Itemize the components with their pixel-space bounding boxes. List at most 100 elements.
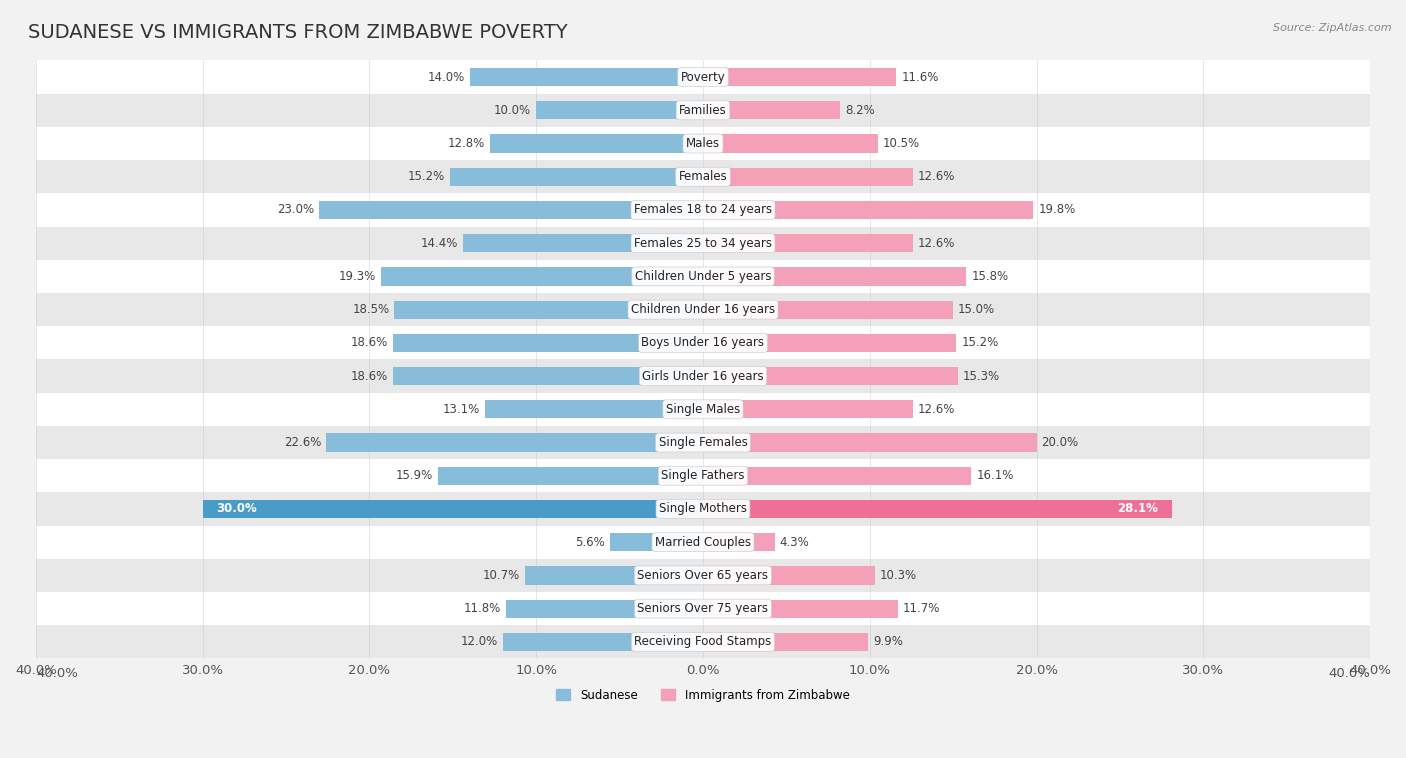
Text: 16.1%: 16.1% bbox=[977, 469, 1014, 482]
Bar bbox=[506, 600, 703, 618]
Bar bbox=[3, 493, 1403, 525]
Text: 11.8%: 11.8% bbox=[464, 602, 501, 615]
Text: SUDANESE VS IMMIGRANTS FROM ZIMBABWE POVERTY: SUDANESE VS IMMIGRANTS FROM ZIMBABWE POV… bbox=[28, 23, 568, 42]
Bar bbox=[437, 467, 703, 485]
Text: Seniors Over 75 years: Seniors Over 75 years bbox=[637, 602, 769, 615]
Text: Single Mothers: Single Mothers bbox=[659, 503, 747, 515]
Bar bbox=[703, 434, 1036, 452]
Text: Poverty: Poverty bbox=[681, 70, 725, 83]
Text: 14.0%: 14.0% bbox=[427, 70, 464, 83]
Bar bbox=[703, 168, 912, 186]
Bar bbox=[202, 500, 703, 518]
Bar bbox=[3, 193, 1403, 227]
Bar bbox=[703, 566, 875, 584]
Bar bbox=[3, 426, 1403, 459]
Bar bbox=[524, 566, 703, 584]
Bar bbox=[3, 127, 1403, 160]
Bar bbox=[703, 467, 972, 485]
Text: 12.6%: 12.6% bbox=[918, 171, 956, 183]
Text: Seniors Over 65 years: Seniors Over 65 years bbox=[637, 569, 769, 582]
Text: 20.0%: 20.0% bbox=[1042, 436, 1078, 449]
Text: 18.5%: 18.5% bbox=[353, 303, 389, 316]
Text: Single Males: Single Males bbox=[666, 402, 740, 416]
Text: Boys Under 16 years: Boys Under 16 years bbox=[641, 337, 765, 349]
Text: Married Couples: Married Couples bbox=[655, 536, 751, 549]
Bar bbox=[703, 400, 912, 418]
Bar bbox=[3, 94, 1403, 127]
Text: 9.9%: 9.9% bbox=[873, 635, 903, 648]
Text: 23.0%: 23.0% bbox=[277, 203, 315, 217]
Text: 40.0%: 40.0% bbox=[37, 667, 77, 680]
Text: 28.1%: 28.1% bbox=[1118, 503, 1159, 515]
Text: 5.6%: 5.6% bbox=[575, 536, 605, 549]
Bar bbox=[3, 160, 1403, 193]
Text: Children Under 5 years: Children Under 5 years bbox=[634, 270, 772, 283]
Bar bbox=[392, 334, 703, 352]
Text: Females 18 to 24 years: Females 18 to 24 years bbox=[634, 203, 772, 217]
Text: 12.0%: 12.0% bbox=[461, 635, 498, 648]
Text: 12.8%: 12.8% bbox=[447, 137, 485, 150]
Text: Source: ZipAtlas.com: Source: ZipAtlas.com bbox=[1274, 23, 1392, 33]
Bar bbox=[3, 559, 1403, 592]
Bar bbox=[703, 268, 966, 286]
Text: 4.3%: 4.3% bbox=[780, 536, 810, 549]
Text: 18.6%: 18.6% bbox=[350, 337, 388, 349]
Bar bbox=[392, 367, 703, 385]
Text: 11.6%: 11.6% bbox=[901, 70, 939, 83]
Text: 10.7%: 10.7% bbox=[482, 569, 520, 582]
Text: 13.1%: 13.1% bbox=[443, 402, 479, 416]
Bar bbox=[703, 334, 956, 352]
Text: 12.6%: 12.6% bbox=[918, 402, 956, 416]
Bar bbox=[703, 300, 953, 319]
Bar bbox=[536, 101, 703, 120]
Bar bbox=[703, 367, 957, 385]
Text: 15.3%: 15.3% bbox=[963, 370, 1000, 383]
Bar bbox=[703, 633, 868, 651]
Text: 19.3%: 19.3% bbox=[339, 270, 377, 283]
Text: Females 25 to 34 years: Females 25 to 34 years bbox=[634, 236, 772, 249]
Text: Children Under 16 years: Children Under 16 years bbox=[631, 303, 775, 316]
Text: 30.0%: 30.0% bbox=[217, 503, 257, 515]
Bar bbox=[470, 68, 703, 86]
Text: 8.2%: 8.2% bbox=[845, 104, 875, 117]
Bar bbox=[703, 68, 897, 86]
Bar bbox=[703, 234, 912, 252]
Text: Single Females: Single Females bbox=[658, 436, 748, 449]
Bar bbox=[450, 168, 703, 186]
Bar bbox=[3, 61, 1403, 94]
Bar bbox=[3, 293, 1403, 326]
Bar bbox=[3, 459, 1403, 493]
Text: 15.2%: 15.2% bbox=[408, 171, 444, 183]
Bar bbox=[395, 300, 703, 319]
Bar bbox=[319, 201, 703, 219]
Text: Receiving Food Stamps: Receiving Food Stamps bbox=[634, 635, 772, 648]
Bar bbox=[3, 393, 1403, 426]
Text: Girls Under 16 years: Girls Under 16 years bbox=[643, 370, 763, 383]
Text: 15.9%: 15.9% bbox=[395, 469, 433, 482]
Text: Males: Males bbox=[686, 137, 720, 150]
Bar bbox=[3, 592, 1403, 625]
Bar bbox=[381, 268, 703, 286]
Bar bbox=[703, 600, 898, 618]
Text: 12.6%: 12.6% bbox=[918, 236, 956, 249]
Text: 22.6%: 22.6% bbox=[284, 436, 321, 449]
Bar bbox=[703, 500, 1171, 518]
Bar bbox=[489, 134, 703, 152]
Text: 18.6%: 18.6% bbox=[350, 370, 388, 383]
Text: 10.5%: 10.5% bbox=[883, 137, 921, 150]
Text: 10.0%: 10.0% bbox=[494, 104, 531, 117]
Bar bbox=[703, 134, 879, 152]
Text: Families: Families bbox=[679, 104, 727, 117]
Bar bbox=[485, 400, 703, 418]
Bar bbox=[703, 533, 775, 551]
Bar bbox=[703, 201, 1033, 219]
Text: 15.0%: 15.0% bbox=[957, 303, 995, 316]
Bar bbox=[3, 359, 1403, 393]
Bar bbox=[610, 533, 703, 551]
Bar bbox=[3, 260, 1403, 293]
Legend: Sudanese, Immigrants from Zimbabwe: Sudanese, Immigrants from Zimbabwe bbox=[551, 684, 855, 706]
Bar bbox=[3, 625, 1403, 659]
Text: 19.8%: 19.8% bbox=[1038, 203, 1076, 217]
Text: Females: Females bbox=[679, 171, 727, 183]
Text: 14.4%: 14.4% bbox=[420, 236, 458, 249]
